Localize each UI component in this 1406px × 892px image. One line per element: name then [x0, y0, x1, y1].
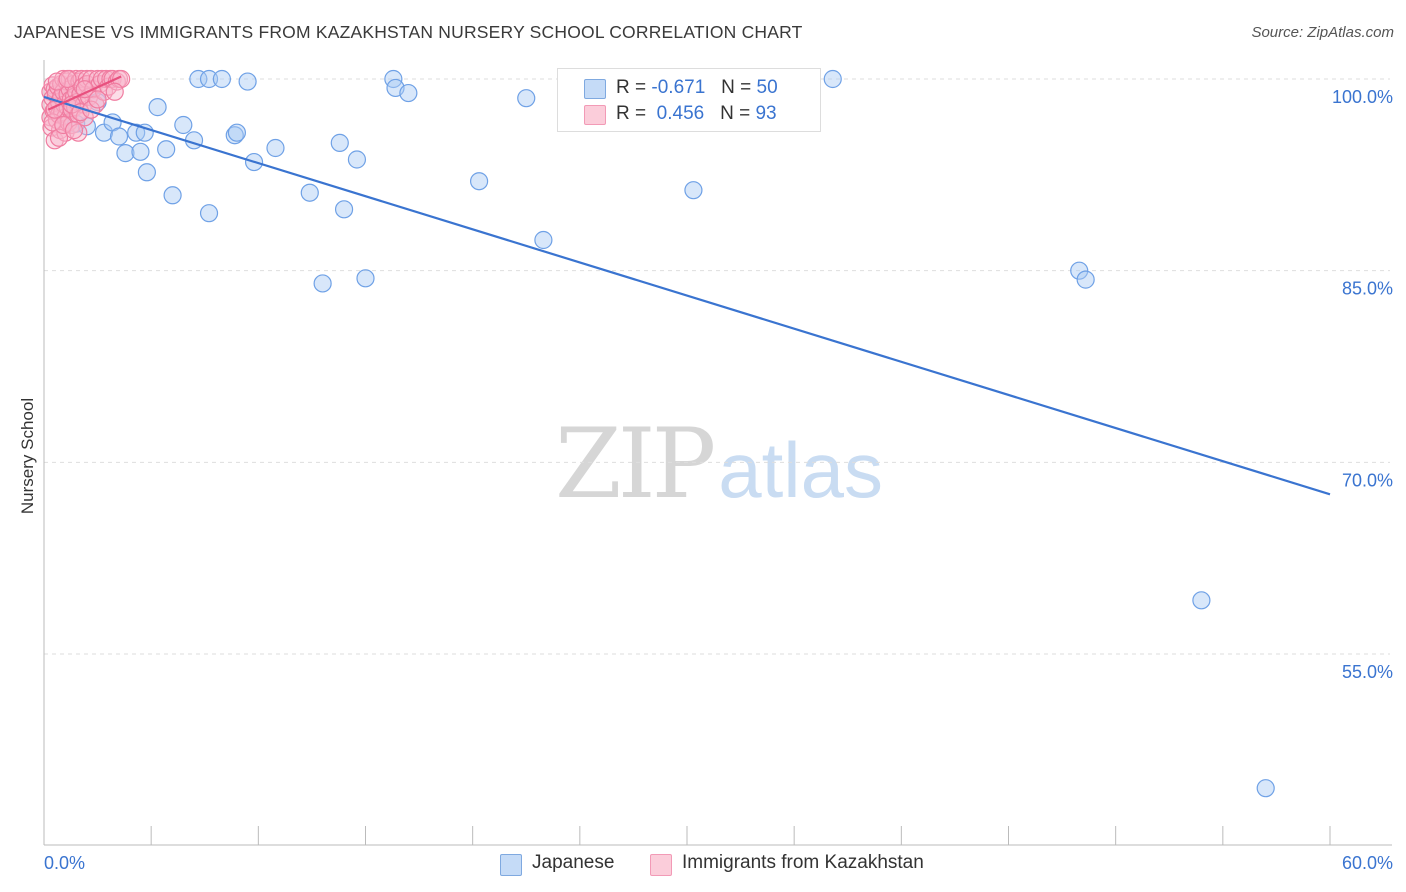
legend-n-label: N = [720, 103, 751, 124]
axes [43, 60, 1392, 846]
point-japanese [212, 69, 231, 89]
legend-r-value: -0.671 [651, 77, 706, 98]
point-japanese [109, 127, 129, 146]
point-japanese [225, 126, 244, 145]
legend-swatch-japanese [584, 79, 606, 99]
point-kazakhstan [54, 115, 73, 135]
legend-r-label: R = [616, 77, 647, 98]
series-swatch-japanese [500, 854, 522, 876]
series-legend: Japanese Immigrants from Kazakhstan [0, 852, 1406, 878]
point-japanese [137, 163, 156, 182]
tick-labels: 100.0% 85.0% 70.0% 55.0% 0.0% 60.0% [44, 87, 1393, 873]
watermark: ZIPatlas [555, 408, 883, 520]
point-japanese [399, 83, 418, 103]
watermark-zip: ZIP [555, 408, 716, 520]
legend-n-value: 93 [755, 103, 777, 124]
point-japanese [469, 172, 489, 191]
point-japanese [823, 69, 842, 89]
point-japanese [313, 274, 332, 293]
point-japanese [330, 133, 349, 152]
legend-text-japanese: R = -0.671 N = 50 [616, 77, 778, 99]
y-tick-label: 85.0% [1342, 279, 1393, 299]
legend-swatch-kazakhstan [584, 105, 606, 125]
x-tick-label: 0.0% [44, 853, 85, 873]
legend-r-value: 0.456 [651, 103, 705, 124]
point-japanese [189, 69, 208, 89]
point-japanese [199, 204, 219, 223]
point-japanese [1192, 591, 1211, 610]
y-tick-label: 55.0% [1342, 662, 1393, 682]
source-credit: Source: ZipAtlas.com [1251, 24, 1394, 41]
point-japanese [266, 138, 285, 158]
point-kazakhstan [58, 69, 77, 89]
point-japanese [227, 123, 246, 142]
point-japanese [116, 144, 135, 163]
y-tick-label: 100.0% [1332, 87, 1393, 107]
point-japanese [1076, 270, 1095, 289]
data-points [41, 69, 1275, 798]
y-tick-label: 70.0% [1342, 470, 1393, 490]
x-tick-label: 60.0% [1342, 853, 1393, 873]
point-japanese [163, 186, 182, 205]
point-japanese [199, 69, 219, 89]
legend-n-label: N = [721, 77, 752, 98]
watermark-atlas: atlas [718, 426, 883, 514]
point-japanese [684, 181, 703, 200]
point-japanese [300, 183, 319, 202]
point-kazakhstan [47, 72, 66, 91]
series-label-japanese: Japanese [532, 852, 615, 873]
point-japanese [1070, 261, 1089, 280]
trend-line-japanese [43, 95, 1331, 496]
point-japanese [534, 230, 553, 250]
point-japanese [334, 200, 354, 219]
legend-text-kazakhstan: R = 0.456 N = 93 [616, 103, 777, 125]
point-japanese [517, 89, 536, 108]
point-japanese [131, 142, 150, 161]
point-kazakhstan [64, 121, 84, 140]
series-swatch-kazakhstan [650, 854, 672, 876]
point-kazakhstan [72, 69, 91, 89]
point-japanese [356, 269, 375, 288]
trend-lines [43, 75, 1331, 496]
point-japanese [174, 115, 193, 135]
series-label-kazakhstan: Immigrants from Kazakhstan [682, 852, 924, 873]
legend-r-label: R = [616, 103, 647, 124]
point-japanese [1256, 779, 1275, 798]
point-kazakhstan [105, 82, 124, 101]
chart-title: JAPANESE VS IMMIGRANTS FROM KAZAKHSTAN N… [14, 22, 803, 42]
point-japanese [157, 140, 176, 159]
point-kazakhstan [88, 90, 107, 109]
legend-n-value: 50 [756, 77, 778, 98]
point-japanese [148, 98, 167, 117]
stats-legend: R = -0.671 N = 50 R = 0.456 N = 93 [557, 68, 821, 132]
point-japanese [347, 150, 367, 169]
point-japanese [238, 72, 257, 91]
trend-line-kazakhstan [47, 75, 122, 111]
